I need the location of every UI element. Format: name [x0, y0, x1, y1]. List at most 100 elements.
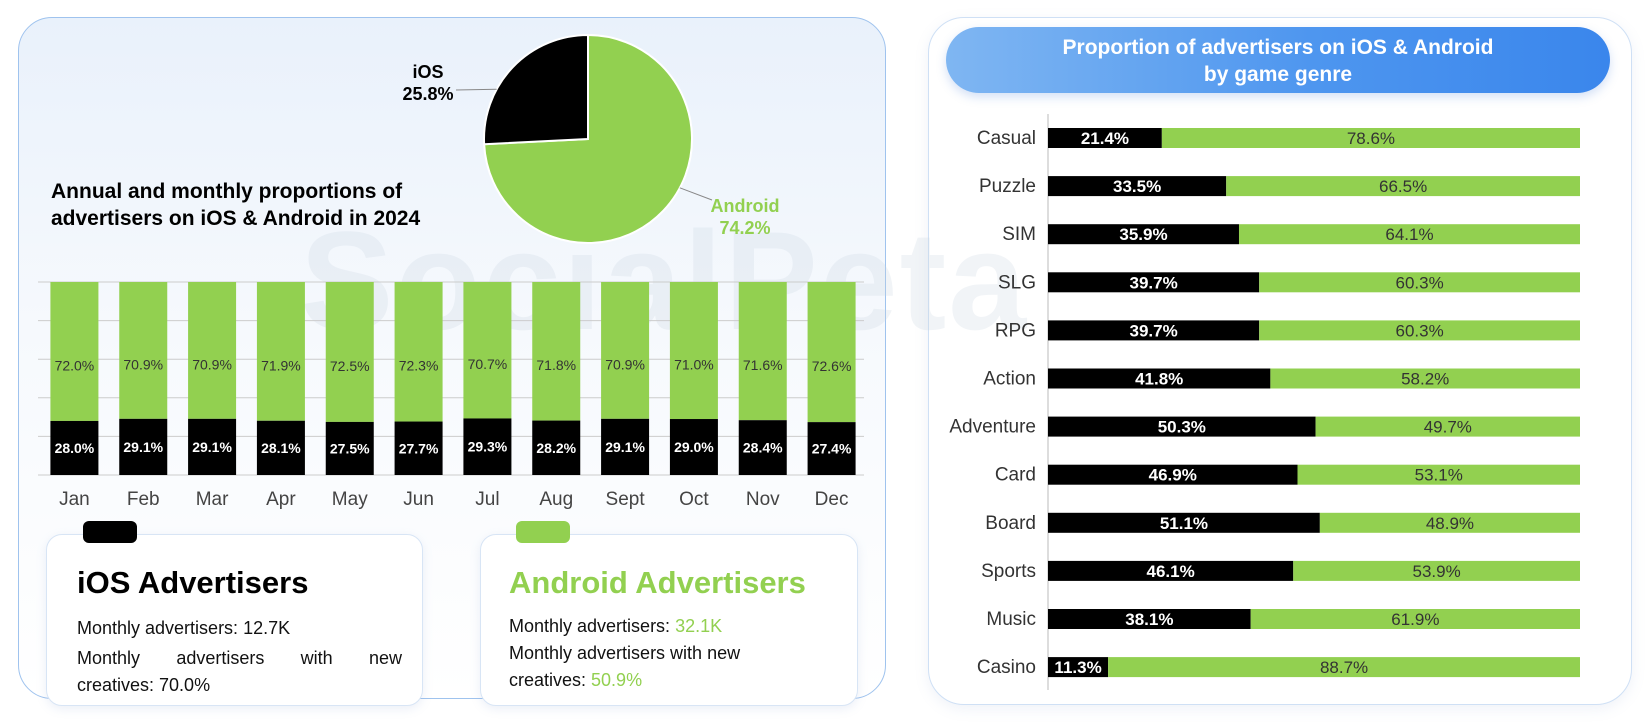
- android-legend-swatch: [516, 521, 570, 543]
- genre-bar-ios-rpg: [1048, 320, 1260, 341]
- month-bar-ios-sept: [601, 418, 650, 475]
- genre-label-android-puzzle: 66.5%: [1379, 177, 1427, 196]
- month-bar-ios-dec: [807, 422, 856, 475]
- month-label-ios-apr: 28.1%: [261, 440, 301, 456]
- monthly-stacked-bar-chart: 72.0% 28.0% Jan 70.9% 29.1% Feb 70.9% 29.1% Mar 7…: [38, 281, 864, 510]
- genre-tick-board: Board: [985, 513, 1036, 534]
- genre-bar-android-action: [1270, 368, 1580, 389]
- genre-bar-ios-casino: [1048, 657, 1109, 678]
- genre-bar-ios-adventure: [1048, 416, 1316, 437]
- genre-label-android-adventure: 49.7%: [1424, 418, 1472, 437]
- month-label-ios-aug: 28.2%: [536, 440, 576, 456]
- genre-chart-title-line-2: by game genre: [1203, 63, 1353, 86]
- genre-label-ios-sim: 35.9%: [1119, 225, 1167, 244]
- month-label-ios-jan: 28.0%: [55, 440, 95, 456]
- month-label-android-jun: 72.3%: [399, 358, 439, 374]
- month-bar-android-apr: [256, 282, 305, 421]
- android-monthly-value: 32.1K: [675, 616, 723, 636]
- genre-label-ios-action: 41.8%: [1135, 370, 1183, 389]
- month-bar-android-dec: [807, 282, 856, 423]
- android-creatives-line: Monthly advertisers with new: [509, 640, 740, 667]
- month-label-android-mar: 70.9%: [192, 356, 232, 372]
- monthly-chart-title: Annual and monthly proportions of advert…: [51, 180, 421, 230]
- month-label-android-may: 72.5%: [330, 358, 370, 374]
- genre-label-android-rpg: 60.3%: [1396, 321, 1444, 340]
- genre-label-android-sim: 64.1%: [1385, 225, 1433, 244]
- pie-label-android: Android: [711, 196, 780, 216]
- ios-creatives-line1: Monthly advertisers with new: [77, 648, 402, 668]
- genre-tick-puzzle: Puzzle: [979, 176, 1036, 197]
- android-card-title: Android Advertisers: [509, 565, 806, 600]
- genre-label-android-casino: 88.7%: [1320, 658, 1368, 677]
- genre-bar-android-card: [1297, 464, 1580, 485]
- month-bar-ios-jan: [50, 420, 99, 475]
- month-bar-android-feb: [119, 282, 168, 419]
- genre-tick-card: Card: [995, 465, 1036, 486]
- genre-bar-android-sim: [1238, 224, 1580, 245]
- month-label-ios-feb: 29.1%: [123, 439, 163, 455]
- genre-label-ios-music: 38.1%: [1125, 610, 1173, 629]
- month-tick-sept: Sept: [606, 489, 646, 510]
- ios-creatives-label: creatives:: [77, 675, 160, 695]
- ios-monthly-value: 12.7K: [243, 618, 291, 638]
- android-creatives-line-2: creatives: 50.9%: [509, 667, 642, 694]
- month-label-ios-jul: 29.3%: [468, 439, 508, 455]
- ios-card-title: iOS Advertisers: [77, 565, 309, 600]
- android-creatives-label: creatives:: [509, 670, 592, 690]
- genre-bar-android-board: [1319, 512, 1580, 533]
- month-label-ios-jun: 27.7%: [399, 440, 439, 456]
- ios-legend-swatch: [83, 521, 137, 543]
- ios-advertisers-card: iOS Advertisers Monthly advertisers: 12.…: [46, 521, 423, 706]
- pie-leader-ios: [455, 88, 497, 91]
- month-bar-android-mar: [188, 282, 237, 419]
- month-label-ios-nov: 28.4%: [743, 440, 783, 456]
- month-bar-android-oct: [669, 282, 718, 420]
- genre-tick-slg: SLG: [998, 272, 1036, 293]
- ios-monthly-label: Monthly advertisers:: [77, 618, 244, 638]
- month-tick-jul: Jul: [475, 489, 499, 510]
- genre-tick-music: Music: [986, 609, 1036, 630]
- genre-label-android-board: 48.9%: [1426, 514, 1474, 533]
- month-label-android-aug: 71.8%: [536, 357, 576, 373]
- month-label-ios-mar: 29.1%: [192, 439, 232, 455]
- month-bar-android-nov: [738, 282, 787, 421]
- android-creatives-line1: Monthly advertisers with new: [509, 643, 741, 663]
- month-tick-feb: Feb: [127, 489, 160, 510]
- month-label-android-sept: 70.9%: [605, 356, 645, 372]
- month-tick-jan: Jan: [59, 489, 90, 510]
- month-bar-android-sept: [601, 282, 650, 419]
- genre-bar-android-casino: [1108, 657, 1580, 678]
- month-bar-android-jul: [463, 282, 512, 419]
- month-label-ios-sept: 29.1%: [605, 439, 645, 455]
- android-advertisers-card: Android Advertisers Monthly advertisers:…: [480, 521, 858, 706]
- month-tick-aug: Aug: [539, 489, 573, 510]
- month-tick-jun: Jun: [403, 489, 434, 510]
- month-label-android-jan: 72.0%: [55, 357, 95, 373]
- genre-stacked-bar-chart: Casual 21.4% 78.6% Puzzle 33.5% 66.5% SIM 35.9%…: [949, 114, 1580, 690]
- pie-slice-ios: [483, 33, 589, 146]
- genre-bar-ios-puzzle: [1048, 176, 1227, 197]
- genre-bar-android-sports: [1293, 560, 1580, 581]
- month-label-ios-oct: 29.0%: [674, 439, 714, 455]
- genre-label-ios-adventure: 50.3%: [1158, 418, 1206, 437]
- genre-label-ios-casino: 11.3%: [1054, 658, 1101, 677]
- genre-bar-ios-board: [1048, 512, 1320, 533]
- month-tick-dec: Dec: [815, 489, 849, 510]
- genre-label-ios-rpg: 39.7%: [1130, 321, 1178, 340]
- genre-chart-title-banner: Proportion of advertisers on iOS & Andro…: [946, 27, 1610, 93]
- genre-label-ios-slg: 39.7%: [1130, 273, 1178, 292]
- month-bar-android-jan: [50, 282, 99, 421]
- ios-monthly-advertisers: Monthly advertisers: 12.7K: [77, 615, 290, 642]
- genre-bar-android-puzzle: [1226, 176, 1580, 197]
- month-bar-ios-apr: [256, 420, 305, 475]
- genre-bar-android-adventure: [1315, 416, 1580, 437]
- month-bar-ios-feb: [119, 418, 168, 475]
- genre-label-ios-card: 46.9%: [1149, 466, 1197, 485]
- android-creatives-value: 50.9%: [591, 670, 643, 690]
- genre-bar-ios-sim: [1048, 224, 1239, 245]
- month-bar-ios-jun: [394, 421, 443, 475]
- month-label-android-oct: 71.0%: [674, 356, 714, 372]
- month-bar-ios-oct: [669, 419, 718, 475]
- month-bar-android-jun: [394, 282, 443, 422]
